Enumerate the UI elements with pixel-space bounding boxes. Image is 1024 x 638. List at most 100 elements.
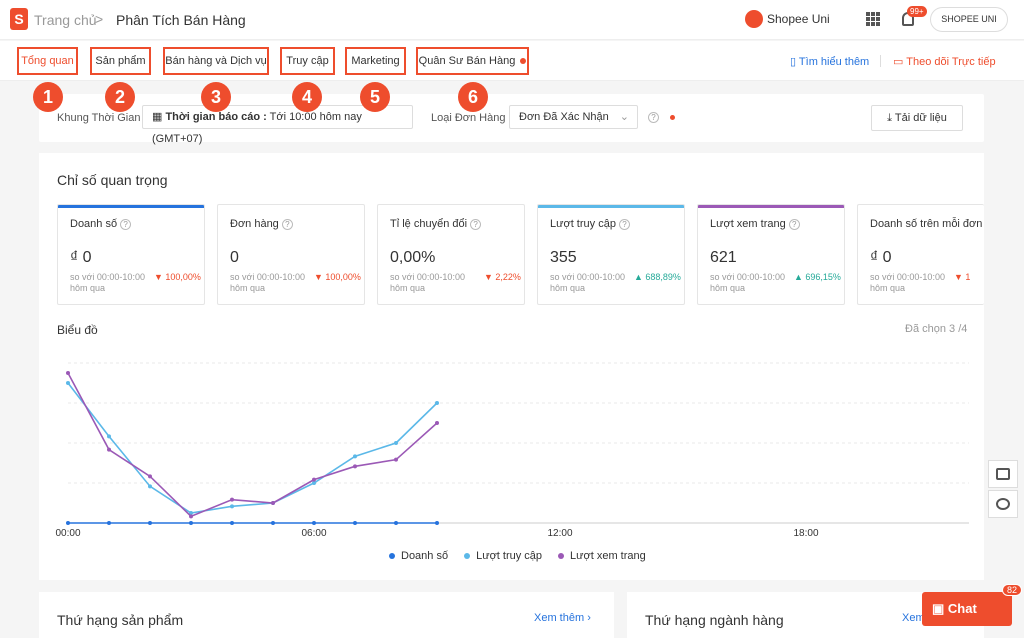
tab-sales-advisor-label: Quân Sư Bán Hàng (418, 55, 516, 67)
data-point[interactable] (312, 481, 316, 485)
chat-icon: ▣ (932, 601, 948, 616)
book-icon: ▯ (790, 56, 799, 68)
data-point[interactable] (148, 521, 152, 525)
report-time-value: Tới 10:00 hôm nay (GMT+07) (152, 111, 362, 145)
metric-title: Lượt truy cập ? (550, 218, 630, 230)
top-bar: S Trang chủ > Phân Tích Bán Hàng Shopee … (0, 0, 1024, 40)
series-line-1 (67, 382, 438, 514)
data-point[interactable] (107, 434, 111, 439)
tab-products[interactable]: Sản phẩm (90, 47, 151, 75)
category-ranking-more-link[interactable]: Xem (902, 612, 925, 624)
help-icon[interactable]: ? (788, 219, 800, 230)
tab-marketing[interactable]: Marketing (345, 47, 406, 75)
tab-traffic[interactable]: Truy cập (280, 47, 335, 75)
data-point[interactable] (107, 447, 111, 452)
metric-card-revenue-per-order[interactable]: Doanh số trên mỗi đơn hàng ? ₫ 0 so với … (857, 204, 984, 305)
tab-overview[interactable]: Tổng quan (17, 47, 78, 75)
data-point[interactable] (435, 521, 439, 525)
breadcrumb-home[interactable]: Trang chủ (34, 12, 97, 28)
help-icon[interactable]: ? (619, 219, 630, 230)
data-point[interactable] (394, 441, 398, 445)
data-point[interactable] (312, 477, 316, 482)
order-type-select[interactable]: Đơn Đã Xác Nhận ⌄ (509, 105, 638, 129)
inbox-icon[interactable] (988, 460, 1018, 488)
annotation-number-3: 3 (201, 82, 231, 112)
data-point[interactable] (230, 497, 234, 502)
report-time-picker[interactable]: ▦ Thời gian báo cáo : Tới 10:00 hôm nay … (142, 105, 413, 145)
live-monitor-link[interactable]: ▭ Theo dõi Trực tiếp (893, 55, 996, 68)
tab-bar: Tổng quan Sản phẩm Bán hàng và Dịch vụ T… (0, 41, 1024, 81)
data-point[interactable] (353, 464, 357, 469)
chat-label: Chat (947, 601, 977, 616)
chat-badge: 82 (1002, 584, 1023, 596)
data-point[interactable] (353, 521, 357, 525)
chart-selected-count: Đã chọn 3 /4 (905, 323, 968, 335)
tab-sales-service[interactable]: Bán hàng và Dịch vụ (163, 47, 269, 75)
new-dot-icon (520, 58, 527, 65)
data-point[interactable] (230, 521, 234, 525)
chevron-down-icon: ⌄ (619, 111, 629, 123)
shopee-uni-link[interactable]: Shopee Uni (745, 10, 830, 28)
help-icon[interactable]: ? (470, 219, 482, 230)
shopee-logo[interactable]: S (10, 8, 28, 30)
data-point[interactable] (107, 521, 111, 525)
apps-grid-icon[interactable] (866, 12, 880, 26)
data-point[interactable] (66, 371, 70, 375)
metric-card-orders[interactable]: Đơn hàng ? 0 so với 00:00-10:00 hôm qua … (217, 204, 365, 305)
data-point[interactable] (353, 454, 357, 459)
new-dot-icon (670, 115, 675, 120)
product-ranking-more-link[interactable]: Xem thêm › (534, 612, 591, 624)
data-point[interactable] (435, 401, 439, 405)
chat-button[interactable]: ▣ Chat (922, 592, 1012, 626)
x-tick-label: 12:00 (547, 528, 572, 539)
metric-value: ₫ 0 (870, 249, 892, 266)
data-point[interactable] (394, 521, 398, 525)
help-icon[interactable]: ? (120, 219, 132, 230)
order-type-value: Đơn Đã Xác Nhận (519, 111, 609, 123)
live-icon: ▭ (893, 56, 907, 68)
legend-item-visits[interactable]: Lượt truy cập (464, 550, 542, 562)
data-point[interactable] (189, 514, 193, 519)
metric-card-revenue[interactable]: Doanh số ? ₫ 0 so với 00:00-10:00 hôm qu… (57, 204, 205, 305)
metric-value: 0 (230, 249, 239, 266)
filter-bar: Khung Thời Gian ▦ Thời gian báo cáo : Tớ… (39, 94, 984, 145)
data-point[interactable] (271, 521, 275, 525)
notification-badge: 99+ (907, 6, 927, 17)
download-data-button[interactable]: ⤓ Tải dữ liệu (871, 105, 963, 131)
metric-compare: so với 00:00-10:00 hôm qua (70, 272, 145, 293)
data-point[interactable] (230, 504, 234, 509)
metric-card-conversion[interactable]: Tỉ lệ chuyển đổi ? 0,00% so với 00:00-10… (377, 204, 525, 305)
metric-selected-bar (538, 205, 684, 208)
data-point[interactable] (66, 521, 70, 525)
metric-value: ₫ 0 (70, 249, 92, 266)
series-line-2 (67, 372, 438, 518)
metric-change: ▼ 2,22% (484, 272, 521, 282)
help-icon[interactable]: ? (281, 219, 293, 230)
support-icon[interactable] (988, 490, 1018, 518)
data-point[interactable] (271, 501, 275, 505)
data-point[interactable] (148, 474, 152, 479)
metric-card-visits[interactable]: Lượt truy cập ? 355 so với 00:00-10:00 h… (537, 204, 685, 305)
shop-account-button[interactable]: SHOPEE UNI (930, 7, 1008, 32)
metric-compare: so với 00:00-10:00 hôm qua (550, 272, 625, 293)
learn-more-link[interactable]: ▯ Tìm hiểu thêm (790, 55, 869, 68)
metric-change: ▼ 1 (954, 272, 971, 282)
data-point[interactable] (394, 457, 398, 462)
report-time-label: Thời gian báo cáo : (165, 111, 267, 123)
tab-sales-advisor[interactable]: Quân Sư Bán Hàng (416, 47, 529, 75)
learn-more-label: Tìm hiểu thêm (798, 56, 870, 68)
line-chart: 00:00 06:00 12:00 18:00 (55, 362, 969, 539)
legend-item-pageviews[interactable]: Lượt xem trang (558, 550, 646, 562)
data-point[interactable] (189, 521, 193, 525)
data-point[interactable] (148, 484, 152, 489)
metric-card-pageviews[interactable]: Lượt xem trang ? 621 so với 00:00-10:00 … (697, 204, 845, 305)
chart-title: Biểu đồ (57, 323, 98, 337)
metric-compare: so với 00:00-10:00 hôm qua (390, 272, 465, 293)
legend-item-revenue[interactable]: Doanh số (389, 550, 448, 562)
metric-change: ▼ 100,00% (154, 272, 201, 282)
data-point[interactable] (66, 381, 70, 385)
data-point[interactable] (435, 421, 439, 425)
help-icon[interactable]: ? (648, 112, 659, 123)
data-point[interactable] (189, 511, 193, 515)
data-point[interactable] (312, 521, 316, 525)
